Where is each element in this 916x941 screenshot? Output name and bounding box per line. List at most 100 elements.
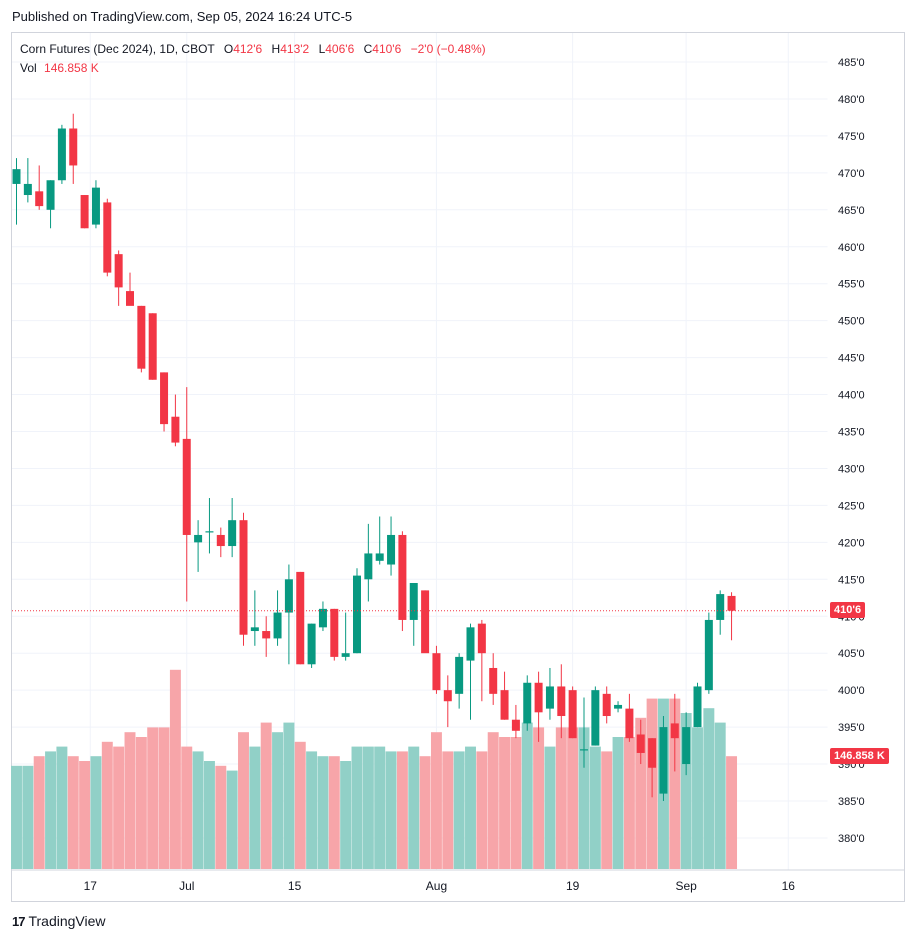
volume-bar <box>192 751 204 869</box>
volume-bar <box>294 741 306 869</box>
legend-symbol: Corn Futures (Dec 2024), 1D, CBOT <box>20 42 215 56</box>
y-tick-label: 485'0 <box>838 57 865 69</box>
volume-bar <box>147 727 159 869</box>
candle-body <box>80 195 89 229</box>
legend-open-value: 412'6 <box>233 42 263 56</box>
y-tick-label: 415'0 <box>838 574 865 586</box>
legend-open-label: O <box>223 42 234 56</box>
y-tick-label: 440'0 <box>838 390 865 402</box>
candle-body <box>716 594 725 620</box>
x-tick-label: 17 <box>84 879 98 893</box>
candle-body <box>353 575 361 654</box>
volume-bar <box>465 746 476 869</box>
candle-body <box>545 686 554 709</box>
candles <box>12 113 736 801</box>
y-tick-label: 475'0 <box>838 131 865 143</box>
volume-bar <box>56 746 68 869</box>
volume-bar <box>238 732 249 869</box>
candle-body <box>307 623 316 665</box>
candle-body <box>704 619 713 691</box>
footer[interactable]: 17 TradingView <box>12 913 106 929</box>
candle-body <box>477 623 486 654</box>
legend-row-ohlc: Corn Futures (Dec 2024), 1D, CBOT O412'6… <box>20 40 486 59</box>
y-tick-label: 435'0 <box>838 427 865 439</box>
volume-bar <box>442 751 454 869</box>
candle-body <box>682 727 691 765</box>
volume-bar <box>385 751 397 869</box>
legend-vol-value: 146.858 K <box>44 61 99 75</box>
volume-bar <box>396 751 408 869</box>
y-tick-label: 445'0 <box>838 353 865 365</box>
volume-bar <box>680 713 692 869</box>
legend: Corn Futures (Dec 2024), 1D, CBOT O412'6… <box>20 40 486 78</box>
volume-bar <box>249 746 261 869</box>
candle-body <box>568 690 577 739</box>
volume-bar <box>521 722 533 869</box>
volume-bar <box>499 737 511 869</box>
x-tick-label: Jul <box>179 879 194 893</box>
volume-bar <box>476 751 488 869</box>
candle-body <box>330 608 339 657</box>
candle-body <box>591 690 600 746</box>
candle-body <box>693 686 702 728</box>
volume-bar <box>328 756 340 869</box>
volume-bar <box>158 727 170 869</box>
volume-bar <box>703 708 715 869</box>
volume-bar <box>374 746 386 869</box>
chart-frame[interactable] <box>11 32 905 902</box>
volume-bar <box>67 756 79 869</box>
x-tick-label: 16 <box>782 879 796 893</box>
volume-bar <box>612 737 624 869</box>
candle-body <box>557 686 566 717</box>
candle-body <box>318 608 327 628</box>
volume-bar <box>362 746 374 869</box>
candle-body <box>137 305 146 369</box>
candle-body <box>160 372 169 425</box>
candle-body <box>511 719 520 731</box>
legend-row-volume: Vol 146.858 K <box>20 59 486 78</box>
candle-body <box>580 749 588 751</box>
candle-body <box>489 667 498 694</box>
volume-bar <box>430 732 442 869</box>
tradingview-logo-icon: 17 <box>12 913 26 929</box>
volume-bars <box>11 669 738 869</box>
volume-bar <box>669 698 681 869</box>
legend-low-value: 406'6 <box>325 42 355 56</box>
candle-body <box>23 183 32 196</box>
candle-body <box>523 682 532 724</box>
volume-bar <box>215 765 227 869</box>
volume-bar <box>33 756 45 869</box>
candle-body <box>91 187 100 225</box>
candle-body <box>727 595 736 611</box>
candle-body <box>182 438 191 535</box>
candle-body <box>35 191 44 207</box>
volume-bar <box>272 732 284 869</box>
volume-bar <box>169 669 181 869</box>
legend-high-label: H <box>271 42 281 56</box>
candle-body <box>250 627 259 632</box>
last-price-tag: 410'6 <box>830 601 866 618</box>
candle-body <box>228 520 237 547</box>
volume-bar <box>135 737 147 869</box>
y-tick-label: 385'0 <box>838 796 865 808</box>
volume-bar <box>567 727 579 869</box>
volume-bar <box>533 727 545 869</box>
candle-body <box>262 631 271 639</box>
volume-bar <box>45 751 57 869</box>
legend-low-label: L <box>318 42 326 56</box>
volume-bar <box>90 756 102 869</box>
volume-bar <box>692 727 703 869</box>
volume-bar <box>340 761 352 869</box>
candle-body <box>194 534 203 543</box>
volume-bar <box>306 751 318 869</box>
volume-bar <box>181 746 193 869</box>
candle-body <box>273 612 282 639</box>
candle-body <box>126 291 134 306</box>
volume-bar <box>601 751 613 869</box>
candle-body <box>364 553 373 580</box>
legend-close-label: C <box>363 42 373 56</box>
volume-bar <box>726 756 738 869</box>
y-tick-label: 380'0 <box>838 833 865 845</box>
legend-vol-label: Vol <box>20 61 37 75</box>
